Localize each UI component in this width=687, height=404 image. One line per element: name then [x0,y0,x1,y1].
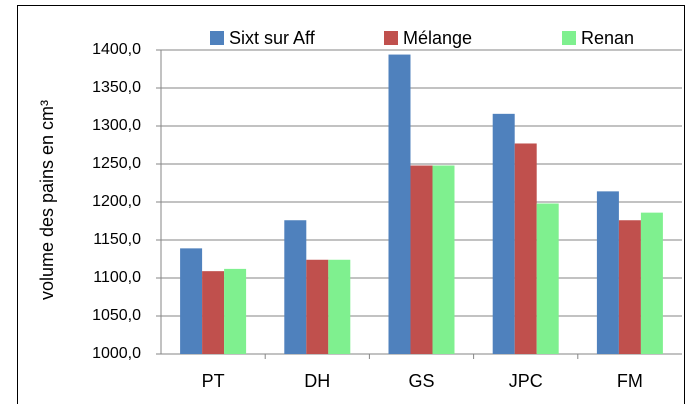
bar [224,268,247,354]
bar [410,165,433,354]
bar [180,248,203,354]
bar [618,220,641,354]
legend-label: Mélange [403,28,472,48]
x-tick-label: PT [202,371,225,391]
y-tick-label: 1050,0 [92,307,141,324]
bar [640,212,663,354]
bar [596,191,619,354]
y-tick-label: 1150,0 [93,231,141,248]
y-tick-label: 1350,0 [92,79,141,96]
y-tick-label: 1200,0 [92,193,141,210]
x-tick-label: FM [617,371,643,391]
bar [492,113,515,354]
bar [284,220,307,354]
legend-swatch [562,31,576,45]
x-tick-label: JPC [509,371,543,391]
legend-label: Sixt sur Aff [229,28,316,48]
y-tick-label: 1000,0 [92,345,141,362]
y-tick-label: 1400,0 [92,41,141,58]
y-tick-label: 1300,0 [92,117,141,134]
bar [328,259,351,354]
x-tick-label: GS [408,371,434,391]
legend-label: Renan [581,28,634,48]
frame [17,5,685,404]
x-tick-label: DH [304,371,330,391]
y-tick-label: 1250,0 [92,155,141,172]
bar [306,259,329,354]
legend-swatch [384,31,398,45]
y-axis-label: volume des pains en cm³ [37,100,57,300]
bar [202,271,225,354]
bar [388,54,411,355]
bar [514,143,537,354]
legend-swatch [210,31,224,45]
bar [536,203,559,354]
y-tick-label: 1100,0 [93,269,141,286]
bar [432,165,455,354]
